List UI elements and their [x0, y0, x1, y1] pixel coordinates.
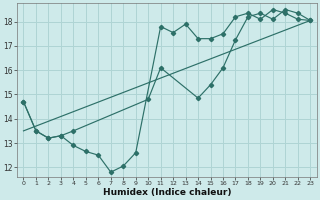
X-axis label: Humidex (Indice chaleur): Humidex (Indice chaleur) [103, 188, 231, 197]
